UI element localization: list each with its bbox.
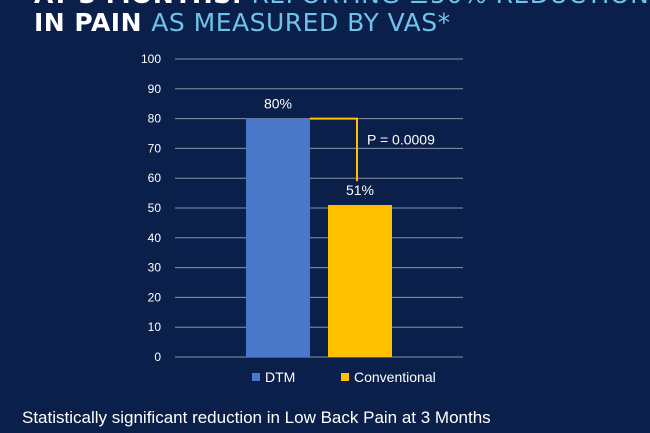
title-line-2: IN PAIN AS MEASURED BY VAS* (34, 8, 451, 37)
y-tick-label: 50 (148, 201, 162, 215)
title-line-1-accent: REPORTING ≥50% REDUCTION (252, 0, 650, 9)
title-line-1-white: AT 3 MONTHS: (34, 0, 242, 9)
y-tick-label: 70 (148, 141, 162, 155)
legend-swatch (341, 373, 349, 381)
legend-label: DTM (265, 369, 295, 385)
y-tick-label: 20 (148, 290, 162, 304)
data-label: 80% (264, 96, 292, 112)
legend-label: Conventional (354, 369, 436, 385)
title-line-1: AT 3 MONTHS: REPORTING ≥50% REDUCTION (34, 0, 649, 9)
data-label: 51% (346, 182, 374, 198)
legend-swatch (252, 373, 260, 381)
y-tick-label: 80 (148, 112, 162, 126)
bar-conventional (328, 205, 392, 357)
y-tick-label: 30 (148, 261, 162, 275)
significance-bracket (310, 117, 358, 182)
p-value-annotation: P = 0.0009 (367, 131, 435, 147)
y-tick-label: 10 (148, 320, 162, 334)
y-tick-label: 90 (148, 82, 162, 96)
bar-dtm (246, 118, 310, 357)
title-line-2-accent: AS MEASURED BY VAS* (151, 8, 451, 37)
footnote: Statistically significant reduction in L… (22, 408, 491, 427)
title-line-2-white: IN PAIN (34, 8, 143, 37)
y-tick-label: 0 (154, 350, 161, 364)
y-tick-label: 60 (148, 171, 162, 185)
y-tick-label: 100 (141, 52, 161, 66)
y-tick-label: 40 (148, 231, 162, 245)
